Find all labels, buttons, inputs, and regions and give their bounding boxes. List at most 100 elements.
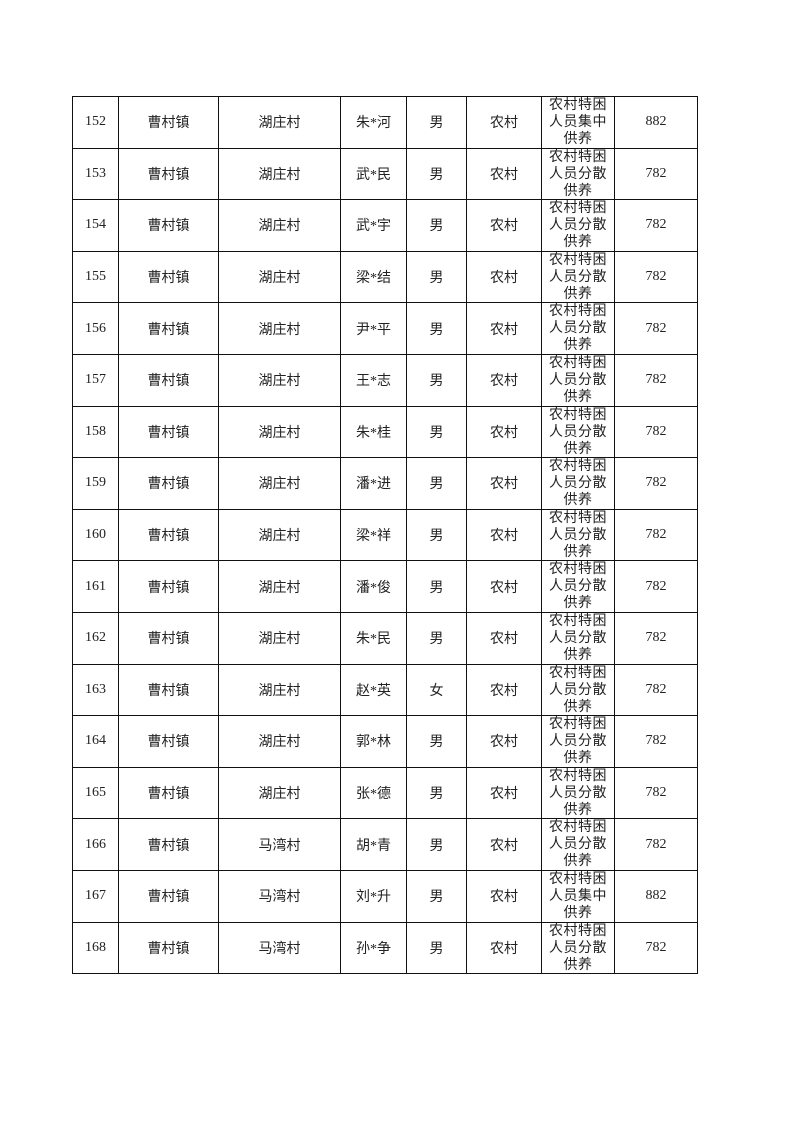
household-type-cell: 农村 <box>466 302 542 355</box>
row-number: 161 <box>72 560 119 613</box>
table-row: 162 曹村镇 湖庄村 朱*民男农村 农村特困 人员分散 供养 782 <box>72 611 698 665</box>
amount-cell: 782 <box>614 250 698 304</box>
amount-cell: 782 <box>614 302 698 355</box>
table-row: 155 曹村镇 湖庄村 梁*结男农村 农村特困 人员分散 供养 782 <box>72 250 698 304</box>
category-text: 农村特困 人员分散 供养 <box>543 459 614 508</box>
table-row: 160 曹村镇 湖庄村 梁*祥男农村 农村特困 人员分散 供养 782 <box>72 508 698 562</box>
table-row: 158 曹村镇 湖庄村 朱*桂男农村 农村特困 人员分散 供养 782 <box>72 405 698 459</box>
table-row: 165 曹村镇 湖庄村 张*德男农村 农村特困 人员分散 供养 782 <box>72 766 698 820</box>
town-cell: 曹村镇 <box>118 560 219 613</box>
table-row: 152 曹村镇 湖庄村 朱*河男农村 农村特困 人员集中 供养 882 <box>72 96 698 149</box>
category-line: 供养 <box>563 544 593 560</box>
household-type-cell: 农村 <box>466 560 542 613</box>
row-number: 167 <box>72 869 119 923</box>
gender-cell: 男 <box>406 921 467 975</box>
category-text: 农村特困 人员分散 供养 <box>543 407 614 457</box>
household-type-cell: 农村 <box>466 405 542 459</box>
category-line: 供养 <box>563 389 593 405</box>
table-row: 166 曹村镇 马湾村 胡*青男农村 农村特困 人员分散 供养 782 <box>72 818 698 871</box>
row-number: 153 <box>72 147 119 201</box>
category-line: 供养 <box>563 596 593 612</box>
category-line: 农村特困 <box>549 665 607 681</box>
category-line: 人员分散 <box>549 837 607 853</box>
household-type-cell: 农村 <box>466 715 542 768</box>
household-type-cell: 农村 <box>466 250 542 304</box>
amount-cell: 782 <box>614 611 698 665</box>
gender-cell: 男 <box>406 560 467 613</box>
village-cell: 湖庄村 <box>218 147 341 201</box>
category-text: 农村特困 人员分散 供养 <box>543 768 614 818</box>
town-cell: 曹村镇 <box>118 199 219 252</box>
village-cell: 湖庄村 <box>218 302 341 355</box>
village-cell: 湖庄村 <box>218 766 341 820</box>
category-text: 农村特困 人员分散 供养 <box>543 717 614 767</box>
category-line: 农村特困 <box>549 98 607 113</box>
town-cell: 曹村镇 <box>118 405 219 459</box>
town-cell: 曹村镇 <box>118 508 219 562</box>
town-cell: 曹村镇 <box>118 715 219 768</box>
household-type-cell: 农村 <box>466 457 542 510</box>
category-line: 供养 <box>563 905 593 921</box>
gender-cell: 男 <box>406 353 467 407</box>
category-line: 农村特困 <box>549 355 607 371</box>
name-cell: 刘*升 <box>340 869 407 923</box>
table-row: 159 曹村镇 湖庄村 潘*进男农村 农村特困 人员分散 供养 782 <box>72 457 698 510</box>
category-line: 农村特困 <box>549 871 607 887</box>
household-type-cell: 农村 <box>466 766 542 820</box>
category-text: 农村特困 人员分散 供养 <box>543 149 614 199</box>
amount-cell: 782 <box>614 147 698 201</box>
category-line: 供养 <box>563 802 593 818</box>
village-cell: 湖庄村 <box>218 663 341 717</box>
category-line: 供养 <box>563 132 593 147</box>
row-number: 152 <box>72 96 119 149</box>
category-text: 农村特困 人员分散 供养 <box>543 923 614 973</box>
category-line: 供养 <box>563 957 593 973</box>
category-line: 人员分散 <box>549 785 607 801</box>
table-row: 153 曹村镇 湖庄村 武*民男农村 农村特困 人员分散 供养 782 <box>72 147 698 201</box>
name-cell: 赵*英 <box>340 663 407 717</box>
category-line: 供养 <box>563 441 593 457</box>
row-number: 168 <box>72 921 119 975</box>
category-cell: 农村特困 人员集中 供养 <box>541 869 615 923</box>
category-line: 人员分散 <box>549 476 607 492</box>
category-line: 供养 <box>563 647 593 663</box>
category-cell: 农村特困 人员分散 供养 <box>541 611 615 665</box>
gender-cell: 男 <box>406 508 467 562</box>
name-cell: 孙*争 <box>340 921 407 975</box>
gender-cell: 男 <box>406 96 467 149</box>
gender-cell: 男 <box>406 457 467 510</box>
household-type-cell: 农村 <box>466 96 542 149</box>
category-cell: 农村特困 人员分散 供养 <box>541 353 615 407</box>
table-row: 167 曹村镇 马湾村 刘*升男农村 农村特困 人员集中 供养 882 <box>72 869 698 923</box>
category-line: 供养 <box>563 235 593 251</box>
table-row: 168 曹村镇 马湾村 孙*争男农村 农村特困 人员分散 供养 782 <box>72 921 698 975</box>
category-line: 农村特困 <box>549 510 607 526</box>
category-text: 农村特困 人员分散 供养 <box>543 820 614 869</box>
category-cell: 农村特困 人员分散 供养 <box>541 818 615 871</box>
village-cell: 湖庄村 <box>218 508 341 562</box>
town-cell: 曹村镇 <box>118 663 219 717</box>
row-number: 159 <box>72 457 119 510</box>
category-line: 人员分散 <box>549 321 607 337</box>
table-row: 163 曹村镇 湖庄村 赵*英女农村 农村特困 人员分散 供养 782 <box>72 663 698 717</box>
row-number: 165 <box>72 766 119 820</box>
town-cell: 曹村镇 <box>118 818 219 871</box>
category-line: 供养 <box>563 751 593 767</box>
category-line: 农村特困 <box>549 407 607 423</box>
name-cell: 潘*俊 <box>340 560 407 613</box>
category-line: 人员分散 <box>549 372 607 388</box>
household-type-cell: 农村 <box>466 508 542 562</box>
category-text: 农村特困 人员集中 供养 <box>543 97 614 147</box>
amount-cell: 882 <box>614 96 698 149</box>
category-line: 农村特困 <box>549 201 607 217</box>
category-text: 农村特困 人员集中 供养 <box>543 871 614 921</box>
gender-cell: 男 <box>406 766 467 820</box>
category-cell: 农村特困 人员分散 供养 <box>541 199 615 252</box>
category-line: 农村特困 <box>549 613 607 629</box>
category-line: 农村特困 <box>549 252 607 268</box>
village-cell: 马湾村 <box>218 869 341 923</box>
household-type-cell: 农村 <box>466 147 542 201</box>
category-line: 人员分散 <box>549 527 607 543</box>
town-cell: 曹村镇 <box>118 302 219 355</box>
category-line: 人员分散 <box>549 269 607 285</box>
